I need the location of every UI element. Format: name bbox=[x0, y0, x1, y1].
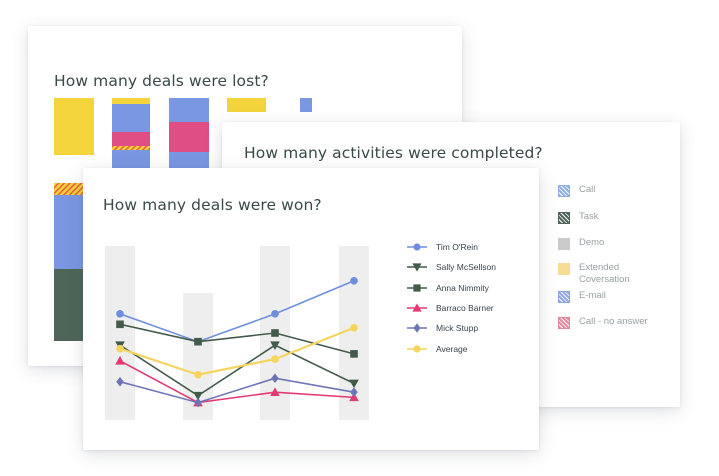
data-point-mick-stupp bbox=[271, 373, 279, 384]
legend-item-anna-nimmity: Anna Nimmity bbox=[407, 283, 489, 293]
legend-label-call: Call bbox=[579, 184, 596, 195]
legend-item-extended-conversation: Extended Coversation bbox=[558, 262, 678, 286]
legend-swatch-extended-conversation bbox=[558, 263, 570, 275]
legend-label-email: E-mail bbox=[579, 290, 606, 301]
data-point-mick-stupp bbox=[194, 397, 202, 408]
data-point-tim-o-rein bbox=[271, 310, 279, 318]
legend-item-sally-mcsellson: Sally McSellson bbox=[407, 262, 496, 272]
lost-bar-3-blue-bottom bbox=[169, 152, 209, 170]
data-point-barraco-barner bbox=[270, 387, 280, 396]
legend-swatch-demo bbox=[558, 238, 570, 250]
data-point-mick-stupp bbox=[116, 376, 124, 387]
triangle-down-marker-icon bbox=[407, 263, 427, 272]
legend-item-email: E-mail bbox=[558, 290, 678, 303]
circle-marker-icon bbox=[407, 344, 427, 353]
legend-item-call: Call bbox=[558, 184, 678, 197]
series-sally-mcsellson bbox=[115, 341, 359, 401]
legend-swatch-email bbox=[558, 291, 570, 303]
data-point-tim-o-rein bbox=[116, 310, 124, 318]
legend-label-anna-nimmity: Anna Nimmity bbox=[436, 282, 489, 293]
lost-bar-2-orange bbox=[112, 146, 150, 150]
data-point-average bbox=[350, 323, 358, 332]
data-point-barraco-barner bbox=[115, 356, 125, 365]
legend-swatch-call-no-answer bbox=[558, 317, 570, 329]
legend-label-tim-o-rein: Tim O'Rein bbox=[436, 242, 478, 252]
data-point-average bbox=[271, 355, 279, 363]
series-line-anna-nimmity bbox=[119, 323, 355, 355]
triangle-up-marker-icon bbox=[407, 303, 427, 312]
lost-bar-3-pink bbox=[169, 122, 209, 152]
data-point-anna-nimmity bbox=[271, 329, 279, 337]
series-line-average bbox=[119, 326, 355, 376]
data-point-mick-stupp bbox=[350, 387, 358, 397]
data-point-anna-nimmity bbox=[194, 337, 202, 346]
legend-item-call-no-answer: Call - no answer bbox=[558, 316, 678, 329]
legend-label-demo: Demo bbox=[579, 237, 605, 248]
lost-bar-5-blue bbox=[300, 98, 312, 112]
data-point-anna-nimmity bbox=[350, 350, 358, 358]
deals-won-card: How many deals were won? Tim O'Rein Sally… bbox=[83, 168, 539, 450]
legend-label-extended-conversation: Extended Coversation bbox=[579, 262, 630, 285]
series-mick-stupp bbox=[116, 373, 358, 408]
legend-label-barraco-barner: Barraco Barner bbox=[436, 302, 494, 313]
legend-label-mick-stupp: Mick Stupp bbox=[436, 323, 479, 334]
legend-swatch-task bbox=[558, 212, 570, 224]
deals-lost-title: How many deals were lost? bbox=[54, 72, 269, 90]
data-point-sally-mcsellson bbox=[270, 341, 280, 350]
series-tim-o-rein bbox=[116, 277, 358, 346]
legend-swatch-call bbox=[558, 185, 570, 197]
series-line-barraco-barner bbox=[119, 360, 355, 404]
deals-won-title: How many deals were won? bbox=[103, 196, 322, 214]
series-line-sally-mcsellson bbox=[119, 344, 355, 397]
data-point-tim-o-rein bbox=[350, 277, 358, 285]
legend-item-barraco-barner: Barraco Barner bbox=[407, 303, 494, 313]
circle-marker-icon bbox=[407, 243, 427, 251]
legend-item-mick-stupp: Mick Stupp bbox=[407, 323, 478, 333]
deals-lost-chart bbox=[54, 98, 312, 341]
lost-bar-4-yellow bbox=[227, 98, 266, 112]
activities-title: How many activities were completed? bbox=[244, 144, 543, 162]
legend-label-average: Average bbox=[436, 343, 468, 354]
deals-won-chart bbox=[105, 246, 369, 420]
square-marker-icon bbox=[407, 283, 427, 292]
legend-item-task: Task bbox=[558, 211, 678, 224]
legend-item-demo: Demo bbox=[558, 237, 678, 250]
lost-bar-2-blue-bottom bbox=[112, 150, 150, 170]
lost-bar-2-pink bbox=[112, 132, 150, 146]
legend-label-task: Task bbox=[579, 211, 599, 222]
data-point-average bbox=[116, 344, 124, 353]
diamond-marker-icon bbox=[407, 323, 427, 333]
lost-bar-2-yellow bbox=[112, 98, 150, 104]
data-point-anna-nimmity bbox=[116, 320, 124, 329]
series-line-mick-stupp bbox=[119, 377, 355, 404]
background-band bbox=[105, 246, 135, 420]
data-point-sally-mcsellson bbox=[349, 379, 359, 389]
lost-bar-2-blue-top bbox=[112, 104, 150, 132]
lost-bar-3-blue-top bbox=[169, 98, 209, 122]
legend-item-average: Average bbox=[407, 344, 468, 354]
data-point-sally-mcsellson bbox=[193, 391, 203, 401]
legend-label-call-no-answer: Call - no answer bbox=[579, 316, 648, 327]
series-average bbox=[116, 323, 358, 379]
legend-item-tim-o-rein: Tim O'Rein bbox=[407, 242, 478, 252]
data-point-average bbox=[194, 370, 202, 379]
series-line-tim-o-rein bbox=[119, 280, 355, 343]
series-barraco-barner bbox=[115, 356, 359, 407]
lost-bar-1-yellow bbox=[54, 98, 94, 155]
legend-label-sally-mcsellson: Sally McSellson bbox=[436, 262, 496, 273]
